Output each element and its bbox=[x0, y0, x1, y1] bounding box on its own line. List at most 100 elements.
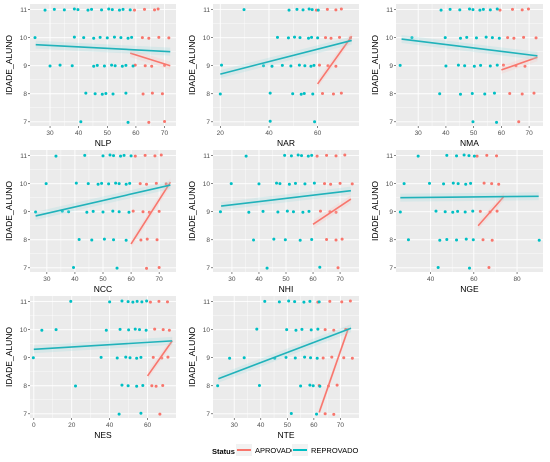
point-aprovado bbox=[157, 299, 161, 303]
x-tick-label: 70 bbox=[336, 276, 344, 283]
point-reprovado bbox=[122, 153, 126, 157]
point-reprovado bbox=[108, 153, 112, 157]
x-axis-title: NGE bbox=[460, 284, 479, 294]
point-aprovado bbox=[140, 36, 144, 40]
point-aprovado bbox=[334, 154, 338, 158]
point-aprovado bbox=[153, 8, 157, 12]
point-reprovado bbox=[67, 210, 71, 214]
point-reprovado bbox=[275, 35, 279, 39]
y-tick-label: 8 bbox=[206, 383, 210, 390]
point-reprovado bbox=[444, 64, 448, 68]
point-aprovado bbox=[342, 356, 346, 360]
point-reprovado bbox=[101, 210, 105, 214]
point-reprovado bbox=[284, 355, 288, 359]
point-reprovado bbox=[468, 266, 471, 270]
y-tick-label: 11 bbox=[203, 7, 210, 14]
point-reprovado bbox=[297, 63, 301, 67]
point-reprovado bbox=[131, 300, 135, 304]
point-reprovado bbox=[410, 36, 414, 40]
x-tick-label: 40 bbox=[265, 130, 273, 137]
y-tick-label: 9 bbox=[23, 63, 27, 70]
x-tick-label: 40 bbox=[106, 422, 114, 429]
trend-line-aprovado bbox=[318, 327, 350, 413]
point-reprovado bbox=[316, 36, 320, 40]
point-reprovado bbox=[451, 181, 455, 185]
point-reprovado bbox=[398, 210, 402, 214]
point-reprovado bbox=[100, 181, 104, 185]
point-aprovado bbox=[325, 7, 329, 11]
y-axis-title: IDADE_ALUNO bbox=[370, 35, 380, 95]
point-reprovado bbox=[438, 238, 442, 242]
point-reprovado bbox=[124, 63, 128, 67]
point-aprovado bbox=[335, 383, 339, 387]
point-reprovado bbox=[128, 8, 132, 12]
point-reprovado bbox=[438, 92, 442, 96]
point-reprovado bbox=[497, 36, 501, 40]
point-reprovado bbox=[278, 182, 282, 186]
point-reprovado bbox=[456, 209, 460, 213]
point-aprovado bbox=[318, 209, 322, 213]
point-reprovado bbox=[456, 182, 460, 186]
point-aprovado bbox=[512, 36, 516, 40]
y-axis-title: IDADE_ALUNO bbox=[4, 35, 14, 95]
point-reprovado bbox=[33, 36, 37, 40]
point-reprovado bbox=[464, 237, 468, 241]
point-reprovado bbox=[98, 35, 102, 39]
point-reprovado bbox=[316, 8, 320, 12]
y-tick-label: 10 bbox=[203, 327, 211, 334]
point-reprovado bbox=[436, 266, 440, 270]
point-reprovado bbox=[299, 384, 303, 388]
point-reprovado bbox=[289, 412, 293, 416]
point-aprovado bbox=[497, 182, 501, 186]
point-reprovado bbox=[141, 383, 145, 387]
point-aprovado bbox=[522, 35, 526, 39]
point-reprovado bbox=[488, 8, 492, 12]
points-layer bbox=[218, 153, 354, 270]
y-tick-label: 9 bbox=[206, 355, 210, 362]
point-reprovado bbox=[90, 7, 94, 11]
point-reprovado bbox=[112, 154, 116, 158]
point-reprovado bbox=[120, 383, 124, 387]
point-aprovado bbox=[163, 120, 167, 124]
y-tick-label: 7 bbox=[23, 265, 27, 272]
point-reprovado bbox=[90, 238, 94, 242]
point-aprovado bbox=[157, 266, 161, 270]
x-tick-label: 20 bbox=[68, 422, 76, 429]
point-reprovado bbox=[107, 182, 111, 186]
trend-line-reprovado bbox=[220, 39, 352, 75]
point-reprovado bbox=[443, 36, 447, 40]
trend-line-aprovado bbox=[316, 35, 353, 85]
point-reprovado bbox=[287, 299, 291, 303]
point-aprovado bbox=[158, 412, 162, 416]
point-reprovado bbox=[307, 7, 311, 11]
point-aprovado bbox=[133, 154, 137, 158]
x-tick-label: 0 bbox=[32, 422, 36, 429]
point-reprovado bbox=[126, 120, 130, 124]
point-reprovado bbox=[451, 210, 455, 214]
x-tick-label: 30 bbox=[415, 130, 423, 137]
y-axis-title: IDADE_ALUNO bbox=[370, 181, 380, 241]
point-reprovado bbox=[86, 182, 90, 186]
x-tick-label: 50 bbox=[284, 422, 292, 429]
point-reprovado bbox=[315, 412, 319, 416]
point-reprovado bbox=[416, 154, 420, 158]
points-layer bbox=[398, 7, 538, 124]
legend: Status APROVADO REPROVADO bbox=[212, 444, 359, 456]
point-reprovado bbox=[303, 355, 307, 359]
point-reprovado bbox=[127, 210, 131, 214]
y-axis-title: IDADE_ALUNO bbox=[187, 181, 197, 241]
point-aprovado bbox=[501, 63, 505, 67]
point-reprovado bbox=[287, 8, 291, 12]
panel-background bbox=[396, 4, 543, 126]
point-aprovado bbox=[481, 238, 485, 242]
point-reprovado bbox=[83, 153, 87, 157]
point-aprovado bbox=[161, 383, 165, 387]
point-aprovado bbox=[131, 209, 135, 213]
point-reprovado bbox=[139, 411, 143, 415]
panel-nar: 20 40 60 7 8 9 10 11 NAR IDADE_ALUNO bbox=[187, 4, 359, 148]
point-reprovado bbox=[118, 327, 122, 331]
point-aprovado bbox=[495, 209, 499, 213]
point-reprovado bbox=[287, 182, 291, 186]
point-reprovado bbox=[294, 328, 298, 332]
point-reprovado bbox=[488, 64, 492, 68]
